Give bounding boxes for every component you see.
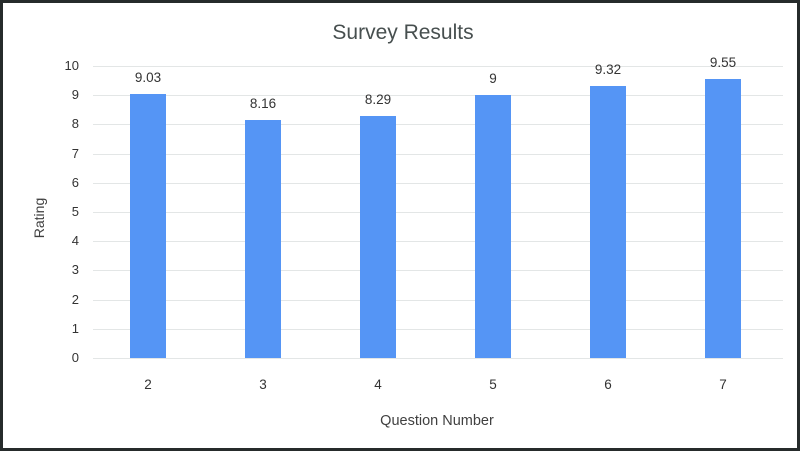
- chart-title: Survey Results: [332, 21, 474, 44]
- bar-question-4: [360, 115, 396, 358]
- bar-question-5: [475, 95, 511, 358]
- x-tick-label: 7: [719, 377, 727, 392]
- y-tick-label: 7: [71, 145, 79, 161]
- y-tick-label: 1: [71, 320, 79, 336]
- x-tick-label: 5: [489, 377, 497, 392]
- gridline: [93, 212, 783, 213]
- bar-question-2: [130, 94, 166, 358]
- gridline: [93, 66, 783, 67]
- y-tick-label: 2: [71, 291, 79, 307]
- y-tick-label: 0: [71, 350, 79, 365]
- y-tick-label: 6: [71, 174, 79, 190]
- gridline: [93, 241, 783, 243]
- x-tick-label: 6: [604, 377, 612, 392]
- data-label: 9.32: [594, 61, 622, 77]
- y-tick-label: 8: [71, 116, 79, 132]
- y-tick-label: 10: [64, 58, 79, 73]
- gridline: [93, 153, 783, 155]
- x-axis-label: Question Number: [380, 413, 494, 429]
- gridline: [93, 182, 783, 184]
- bar-question-3: [245, 119, 281, 358]
- y-tick-label: 4: [71, 233, 79, 249]
- data-label: 9: [489, 71, 497, 87]
- gridline: [93, 328, 783, 330]
- x-tick-label: 4: [374, 377, 382, 392]
- data-label: 9.03: [134, 70, 162, 86]
- gridline: [93, 299, 783, 301]
- y-tick-label: 9: [71, 87, 79, 103]
- gridline: [93, 95, 783, 97]
- y-tick-label: 3: [71, 262, 79, 278]
- y-tick-label: 5: [71, 204, 79, 219]
- x-tick-label: 2: [144, 377, 152, 392]
- data-label: 8.16: [249, 95, 277, 111]
- data-label: 8.29: [364, 91, 392, 107]
- x-tick-label: 3: [259, 377, 267, 392]
- gridline: [93, 358, 783, 359]
- y-axis-label: Rating: [31, 197, 47, 239]
- bar-question-7: [705, 79, 741, 358]
- bar-question-6: [590, 85, 626, 358]
- gridline: [93, 124, 783, 126]
- gridline: [93, 270, 783, 272]
- data-label: 9.55: [709, 55, 737, 71]
